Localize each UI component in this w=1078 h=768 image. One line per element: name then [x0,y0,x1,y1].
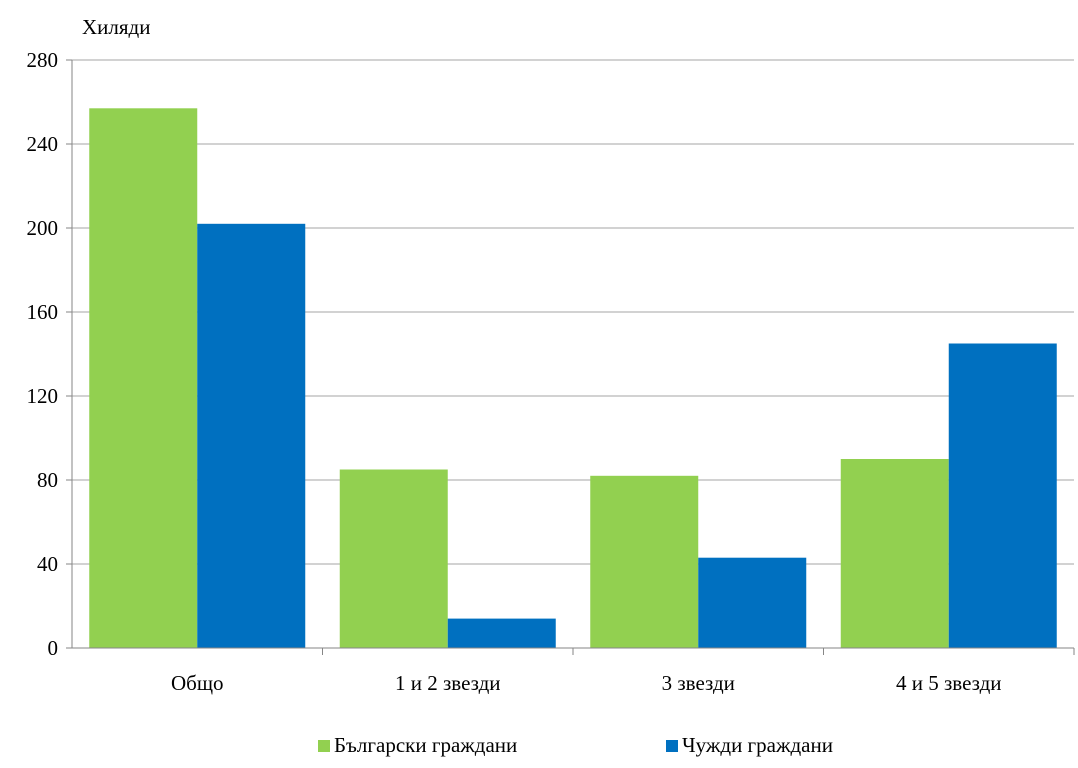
bar [339,469,448,648]
y-tick-label: 280 [27,48,59,72]
legend-swatch [666,740,678,752]
x-category-label: Общо [171,671,224,695]
y-axis-ticks: 0 40 80 120 160 200 240 280 [27,48,72,660]
legend-label: Чужди граждани [682,733,833,757]
bar [840,459,949,648]
legend: Български граждани Чужди граждани [318,733,833,757]
y-tick-label: 240 [27,132,59,156]
x-category-label: 1 и 2 звезди [395,671,501,695]
y-tick-label: 200 [27,216,59,240]
legend-label: Български граждани [334,733,517,757]
x-category-label: 4 и 5 звезди [896,671,1002,695]
bar [698,557,807,648]
bar [89,108,198,649]
y-tick-label: 40 [37,552,58,576]
x-category-label: 3 звезди [662,671,735,695]
y-tick-label: 160 [27,300,59,324]
bar [590,475,699,648]
legend-swatch [318,740,330,752]
y-tick-label: 0 [48,636,59,660]
bar [447,618,556,648]
bar [197,223,306,649]
x-axis-categories: Общо 1 и 2 звезди 3 звезди 4 и 5 звезди [171,671,1002,695]
y-unit-label: Хиляди [82,15,150,39]
bars [89,108,1057,649]
x-axis [71,60,1075,655]
y-tick-label: 80 [37,468,58,492]
y-tick-label: 120 [27,384,59,408]
bar [948,343,1057,648]
